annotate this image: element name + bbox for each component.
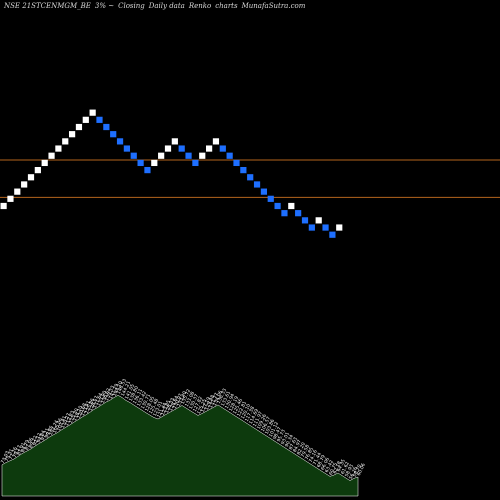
- volume-value-label: 79.58: [300, 444, 311, 459]
- volume-value-label: 98.47: [272, 426, 283, 441]
- renko-brick-down: [116, 138, 124, 145]
- charts-word-label: charts: [215, 2, 238, 10]
- volume-value-label: 79.17: [12, 444, 23, 459]
- renko-brick-up: [151, 159, 158, 167]
- volume-value-label: 90.34: [284, 434, 295, 449]
- renko-brick-down: [219, 145, 226, 152]
- renko-brick-down: [267, 195, 274, 202]
- volume-value-label: 66.06: [320, 457, 331, 472]
- volume-value-label: 99.85: [44, 425, 55, 440]
- renko-brick-up: [164, 145, 172, 152]
- renko-brick-up: [7, 195, 14, 202]
- renko-brick-up: [89, 109, 96, 116]
- renko-brick-down: [247, 174, 254, 181]
- chart-header: NSE 21STCENMGM_BE 3% ~ Closing Daily data Re…: [4, 2, 309, 10]
- volume-value-label: 58.93: [344, 463, 355, 478]
- volume-value-label: 58.70: [352, 464, 363, 479]
- volume-value-label: 71.44: [312, 452, 323, 467]
- renko-brick-up: [82, 116, 89, 123]
- renko-brick-down: [192, 159, 199, 167]
- volume-value-label: 74.16: [308, 449, 319, 464]
- volume-value-label: 77.26: [8, 446, 19, 461]
- renko-brick-down: [260, 188, 267, 195]
- renko-brick-up: [48, 152, 55, 159]
- volume-value-label: 94.84: [36, 429, 47, 444]
- renko-brick-down: [96, 116, 103, 123]
- renko-brick-down: [301, 217, 309, 224]
- volume-value-label: 60.75: [328, 462, 339, 477]
- volume-value-label: 60.06: [356, 462, 367, 477]
- volume-value-label: 76.85: [304, 446, 315, 461]
- change-label: 3% ~: [94, 2, 115, 10]
- renko-brick-up: [34, 167, 41, 174]
- renko-brick-up: [288, 202, 295, 210]
- renko-brick-down: [110, 131, 117, 138]
- volume-value-label: 75.31: [4, 448, 15, 463]
- closing-label: Closing: [118, 2, 145, 10]
- renko-brick-up: [336, 224, 343, 231]
- renko-brick-down: [103, 123, 110, 131]
- renko-brick-down: [144, 167, 151, 174]
- volume-value-label: 97.21: [40, 427, 51, 442]
- renko-brick-down: [281, 210, 288, 217]
- renko-brick-down: [123, 145, 130, 152]
- renko-brick-up: [27, 174, 35, 181]
- renko-brick-up: [158, 152, 165, 159]
- renko-brick-up: [62, 138, 69, 145]
- volume-area: [1, 394, 359, 497]
- renko-brick-up: [212, 138, 220, 145]
- volume-value-label: 95.73: [276, 429, 287, 444]
- volume-value-label: 62.18: [332, 460, 343, 475]
- volume-value-label: 63.42: [324, 459, 335, 474]
- chart-kind-label: Renko: [188, 2, 212, 10]
- volume-value-label: 68.79: [316, 454, 327, 469]
- symbol-label: NSE 21STCENMGM_BE: [4, 2, 91, 10]
- renko-brick-down: [253, 181, 261, 188]
- renko-brick-down: [322, 224, 329, 231]
- volume-value-label: 56.26: [348, 466, 359, 481]
- renko-brick-down: [329, 231, 336, 238]
- volume-value-label: 87.63: [288, 436, 299, 451]
- volume-value-label: 89.22: [28, 435, 39, 450]
- renko-brick-up: [199, 152, 206, 159]
- renko-brick-up: [55, 145, 62, 152]
- volume-value-label: 61.62: [340, 461, 351, 476]
- renko-brick-up: [21, 181, 28, 188]
- renko-brick-down: [137, 159, 144, 167]
- volume-value-label: 73.03: [0, 450, 11, 465]
- renko-brick-down: [240, 167, 247, 174]
- volume-value-label: 82.20: [296, 441, 307, 456]
- renko-brick-down: [130, 152, 137, 159]
- renko-brick-down: [274, 202, 281, 210]
- volume-value-label: 92.12: [32, 432, 43, 447]
- volume-value-label: 84.97: [292, 439, 303, 454]
- volume-value-label: 84.79: [20, 439, 31, 454]
- volume-value-label: 64.35: [336, 458, 347, 473]
- renko-brick-down: [233, 159, 240, 167]
- volume-value-label: 81.91: [16, 442, 27, 457]
- renko-brick-up: [315, 217, 322, 224]
- renko-brick-down: [178, 145, 185, 152]
- renko-brick-up: [0, 202, 7, 210]
- renko-brick-up: [69, 131, 76, 138]
- renko-brick-down: [308, 224, 315, 231]
- renko-brick-up: [171, 138, 178, 145]
- renko-brick-down: [226, 152, 233, 159]
- volume-value-label: 93.01: [280, 431, 291, 446]
- renko-brick-up: [41, 159, 48, 167]
- site-label: MunafaSutra.com: [241, 2, 306, 10]
- timeframe-label: Daily data: [148, 2, 185, 10]
- renko-brick-up: [206, 145, 213, 152]
- renko-brick-down: [185, 152, 192, 159]
- renko-brick-down: [295, 210, 302, 217]
- renko-brick-up: [14, 188, 21, 195]
- volume-value-label: 87.06: [24, 437, 35, 452]
- renko-brick-up: [75, 123, 83, 131]
